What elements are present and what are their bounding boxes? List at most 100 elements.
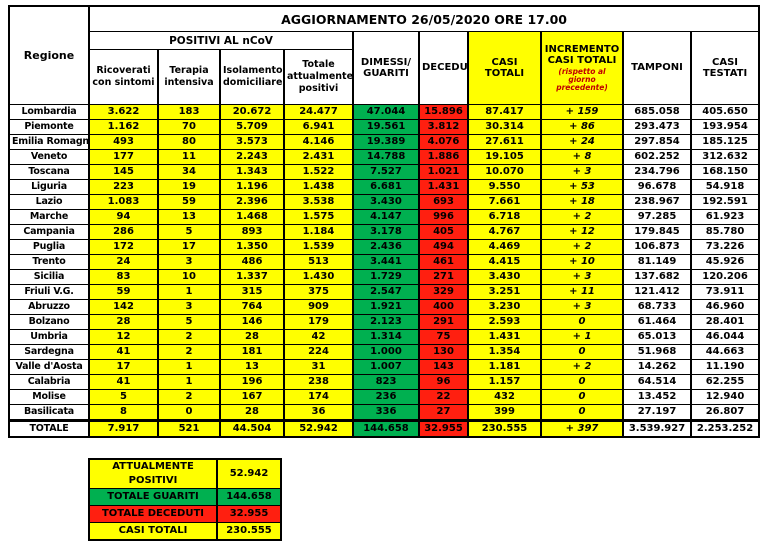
cell-incremento: 0 [540,374,624,390]
cell-dimessi-guariti: 823 [352,374,420,390]
cell-deceduti: 1.886 [418,149,469,165]
cell-dimessi-guariti: 236 [352,389,420,405]
cell-terapia-intensiva: 34 [157,164,221,180]
cell-casi-testati: 46.044 [689,329,761,345]
cell-tamponi: 238.967 [622,194,692,210]
cell-casi-testati: 62.255 [689,374,761,390]
cell-deceduti: 22 [418,389,469,405]
table-row: Molise 5 2 167 174 236 22 432 0 13.452 12.940 [8,389,761,405]
region-cell: Piemonte [8,119,90,135]
table-body: Lombardia 3.622 183 20.672 24.477 47.044 15.89… [8,104,761,438]
cell-incremento: + 8 [540,149,624,165]
cell-totale-positivi: 1.575 [283,209,354,225]
cell-isolamento: 315 [219,284,285,300]
cell-totale-positivi: 1.539 [283,239,354,255]
cell-totale-positivi: 36 [283,404,354,421]
cell-deceduti: 32.955 [418,419,469,438]
cell-casi-testati: 405.650 [689,104,761,120]
cell-dimessi-guariti: 14.788 [352,149,420,165]
cell-ricoverati: 41 [88,374,159,390]
cell-casi-totali: 3.430 [467,269,542,285]
cell-totale-positivi: 174 [283,389,354,405]
cell-ricoverati: 8 [88,404,159,421]
region-cell: Lombardia [8,104,90,120]
cell-casi-testati: 54.918 [689,179,761,195]
cell-terapia-intensiva: 17 [157,239,221,255]
col-header-deceduti: DECEDUTI [418,31,469,105]
cell-dimessi-guariti: 19.389 [352,134,420,150]
cell-deceduti: 1.431 [418,179,469,195]
cell-terapia-intensiva: 1 [157,374,221,390]
cell-isolamento: 44.504 [219,419,285,438]
region-cell: Puglia [8,239,90,255]
positivi-group-header: POSITIVI AL nCoV [88,31,354,50]
cell-ricoverati: 286 [88,224,159,240]
cell-terapia-intensiva: 2 [157,389,221,405]
table-row: Lazio 1.083 59 2.396 3.538 3.430 693 7.661 + 18 2… [8,194,761,210]
cell-isolamento: 2.396 [219,194,285,210]
table-row: Calabria 41 1 196 238 823 96 1.157 0 64.514 62.255 [8,374,761,390]
cell-deceduti: 271 [418,269,469,285]
cell-ricoverati: 177 [88,149,159,165]
region-cell: Toscana [8,164,90,180]
cell-deceduti: 329 [418,284,469,300]
cell-casi-testati: 61.923 [689,209,761,225]
summary-row: CASI TOTALI 230.555 [88,522,282,541]
cell-ricoverati: 493 [88,134,159,150]
cell-casi-totali: 30.314 [467,119,542,135]
cell-incremento: + 86 [540,119,624,135]
cell-totale-positivi: 4.146 [283,134,354,150]
region-column-header: Regione [8,5,90,105]
cell-casi-totali: 399 [467,404,542,421]
cell-ricoverati: 24 [88,254,159,270]
cell-terapia-intensiva: 10 [157,269,221,285]
cell-isolamento: 1.337 [219,269,285,285]
table-row: Puglia 172 17 1.350 1.539 2.436 494 4.469 + 2 106… [8,239,761,255]
cell-terapia-intensiva: 2 [157,344,221,360]
cell-totale-positivi: 31 [283,359,354,375]
table-row: Piemonte 1.162 70 5.709 6.941 19.561 3.812 30.3… [8,119,761,135]
region-cell: Molise [8,389,90,405]
cell-terapia-intensiva: 13 [157,209,221,225]
cell-tamponi: 13.452 [622,389,692,405]
cell-tamponi: 293.473 [622,119,692,135]
region-cell: Umbria [8,329,90,345]
cell-casi-testati: 45.926 [689,254,761,270]
cell-incremento: + 3 [540,299,624,315]
group-header-row: POSITIVI AL nCoV DIMESSI/ GUARITI DECEDU… [9,31,761,105]
cell-terapia-intensiva: 19 [157,179,221,195]
cell-deceduti: 75 [418,329,469,345]
cell-dimessi-guariti: 3.430 [352,194,420,210]
cell-deceduti: 461 [418,254,469,270]
cell-ricoverati: 12 [88,329,159,345]
cell-casi-totali: 1.157 [467,374,542,390]
table-row: Valle d'Aosta 17 1 13 31 1.007 143 1.181 + 2 14.2… [8,359,761,375]
col-header-casi-testati: CASI TESTATI [689,31,761,105]
cell-casi-testati: 192.591 [689,194,761,210]
table-row: Marche 94 13 1.468 1.575 4.147 996 6.718 + 2 97.2… [8,209,761,225]
cell-terapia-intensiva: 59 [157,194,221,210]
cell-deceduti: 693 [418,194,469,210]
cell-terapia-intensiva: 2 [157,329,221,345]
cell-ricoverati: 17 [88,359,159,375]
cell-isolamento: 28 [219,329,285,345]
cell-ricoverati: 83 [88,269,159,285]
cell-isolamento: 13 [219,359,285,375]
cell-isolamento: 196 [219,374,285,390]
cell-totale-positivi: 909 [283,299,354,315]
cell-isolamento: 167 [219,389,285,405]
cell-isolamento: 486 [219,254,285,270]
cell-deceduti: 996 [418,209,469,225]
summary-value: 32.955 [216,505,282,523]
table-row: Liguria 223 19 1.196 1.438 6.681 1.431 9.550 + 5… [8,179,761,195]
table-row: Basilicata 8 0 28 36 336 27 399 0 27.197 26.807 [8,404,761,421]
cell-dimessi-guariti: 4.147 [352,209,420,225]
cell-deceduti: 96 [418,374,469,390]
cell-terapia-intensiva: 1 [157,284,221,300]
cell-terapia-intensiva: 3 [157,254,221,270]
cell-incremento: + 3 [540,164,624,180]
cell-totale-positivi: 375 [283,284,354,300]
cell-casi-totali: 4.767 [467,224,542,240]
cell-tamponi: 61.464 [622,314,692,330]
cell-ricoverati: 3.622 [88,104,159,120]
